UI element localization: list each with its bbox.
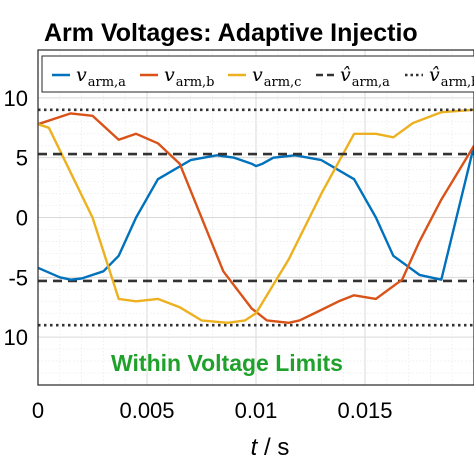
legend: varm,a varm,b varm,c v̂arm,a v̂arm,b xyxy=(41,55,474,93)
chart-title: Arm Voltages: Adaptive Injectio xyxy=(44,19,418,47)
legend-label: v̂arm,a xyxy=(340,64,390,90)
legend-label: varm,c xyxy=(252,64,301,90)
tick-labels: 0 0.005 0.01 0.015 10 5 0 -5 10 xyxy=(4,86,393,423)
legend-label: varm,b xyxy=(164,64,214,90)
x-tick-label: 0 xyxy=(32,398,44,423)
legend-label: varm,a xyxy=(76,64,126,90)
x-tick-label: 0.01 xyxy=(235,398,278,423)
legend-box xyxy=(41,55,474,93)
x-axis-var: t xyxy=(251,434,259,461)
x-axis-label: t / s xyxy=(251,434,290,461)
x-axis-unit: / s xyxy=(257,434,289,461)
y-tick-label: 0 xyxy=(16,206,28,231)
annotation: Within Voltage Limits xyxy=(111,350,343,376)
legend-label: v̂arm,b xyxy=(429,64,474,90)
y-tick-label: 10 xyxy=(4,86,28,111)
y-tick-label: -5 xyxy=(8,265,28,290)
series-line-3 xyxy=(37,108,474,324)
series-line-1 xyxy=(37,145,474,281)
y-tick-label: 5 xyxy=(16,146,28,171)
x-tick-label: 0.015 xyxy=(337,398,392,423)
y-tick-label: 10 xyxy=(4,325,28,350)
x-tick-label: 0.005 xyxy=(119,398,174,423)
series-line-2 xyxy=(37,112,474,324)
axes-frame xyxy=(37,49,474,386)
grid xyxy=(37,49,474,386)
plot-area xyxy=(37,108,474,327)
